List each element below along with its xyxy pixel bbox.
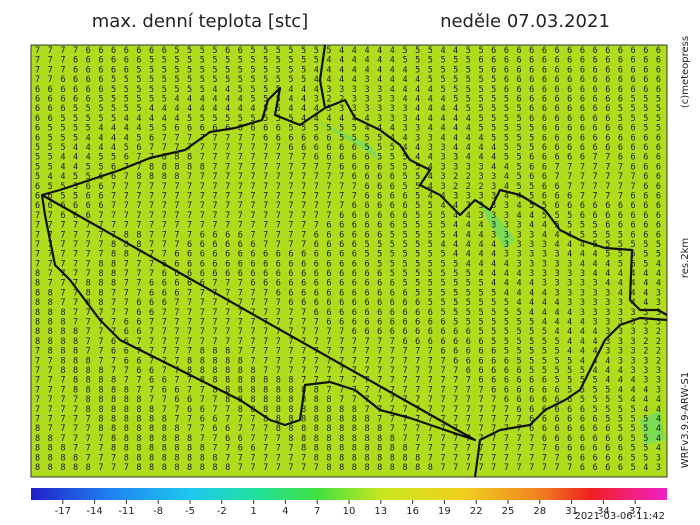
- grid-row: 7 7 7 7 7 7 8 8 7 7 7 6 6 6 6 6 6 6 6 6 …: [35, 250, 661, 260]
- grid-row: 7 7 8 8 8 7 7 6 6 7 7 7 8 8 8 8 8 7 7 7 …: [35, 356, 661, 366]
- colorbar-tick-label: 1: [250, 506, 256, 517]
- colorbar-tick-label: -14: [86, 506, 102, 517]
- grid-row: 7 8 8 8 7 7 6 6 7 7 7 7 7 8 8 8 7 7 7 7 …: [35, 347, 661, 357]
- model-name: WRFv3.9.9-ARW-S1: [680, 372, 691, 469]
- grid-row: 8 8 7 7 8 8 7 7 6 6 6 7 7 7 7 7 7 7 7 7 …: [35, 298, 661, 308]
- grid-row: 8 8 8 7 7 7 7 7 6 6 7 7 7 7 7 7 7 7 7 7 …: [35, 308, 661, 318]
- grid-row: 8 8 7 7 7 7 8 8 8 8 8 8 8 7 7 6 6 7 7 7 …: [35, 434, 661, 444]
- colorbar-tick-label: 25: [502, 506, 515, 517]
- colorbar-tick-label: 16: [406, 506, 419, 517]
- colorbar-tick-label: 4: [282, 506, 288, 517]
- grid-row: 8 7 7 7 7 8 8 8 8 8 8 8 7 7 6 6 7 7 7 8 …: [35, 424, 661, 434]
- map-title: max. denní teplota [stc]: [92, 11, 308, 32]
- grid-row: 7 7 8 8 8 8 7 7 6 6 7 7 8 8 8 8 8 8 7 7 …: [35, 366, 661, 376]
- grid-row: 7 7 7 7 7 7 7 8 8 7 7 7 7 6 6 6 6 7 7 7 …: [35, 230, 661, 240]
- colorbar-tick-label: 13: [374, 506, 387, 517]
- grid-row: 7 7 6 6 6 6 5 5 5 5 5 5 5 5 5 5 5 5 5 5 …: [35, 75, 661, 85]
- colorbar-tick-label: -11: [118, 506, 134, 517]
- colorbar-tick-label: 7: [314, 506, 320, 517]
- grid-row: 7 7 7 7 7 7 7 7 7 7 7 7 7 7 7 7 7 7 7 7 …: [35, 221, 661, 231]
- timestamp: 2021-03-06-11:42: [574, 511, 665, 522]
- grid-row: 5 5 4 4 5 5 6 7 7 8 8 8 8 8 7 7 7 7 7 7 …: [35, 162, 661, 172]
- grid-row: 6 6 6 5 5 5 5 5 5 4 4 4 4 4 4 4 4 4 5 5 …: [35, 104, 661, 114]
- grid-row: 8 8 8 8 7 7 7 8 8 8 8 8 8 8 8 7 7 7 7 7 …: [35, 453, 661, 463]
- grid-row: 6 5 5 5 6 6 7 7 7 7 7 7 7 7 7 7 7 7 7 7 …: [35, 182, 661, 192]
- grid-row: 8 8 8 8 7 7 7 6 6 7 7 7 7 7 7 7 7 7 7 7 …: [35, 327, 661, 337]
- grid-row: 8 8 8 8 8 7 7 7 8 8 8 8 8 8 8 8 7 7 7 7 …: [35, 463, 661, 473]
- grid-row: 7 7 7 7 6 6 6 6 6 6 6 5 5 5 5 6 6 5 5 5 …: [35, 46, 661, 56]
- grid-row: 8 8 8 8 7 7 6 6 7 7 7 7 7 7 7 7 7 7 7 7 …: [35, 337, 661, 347]
- grid-row: 5 5 5 4 4 4 4 5 6 7 7 7 7 7 7 7 7 7 7 7 …: [35, 143, 661, 153]
- colorbar: [31, 488, 667, 500]
- colorbar-tick-label: 22: [470, 506, 483, 517]
- value-grid: 7 7 7 7 6 6 6 6 6 6 6 5 5 5 5 6 6 5 5 5 …: [35, 46, 661, 473]
- grid-row: 8 7 7 7 7 8 8 7 7 7 6 6 6 6 6 6 6 6 6 6 …: [35, 269, 661, 279]
- grid-row: 7 7 7 7 8 8 8 8 8 7 7 6 6 7 7 8 8 8 8 8 …: [35, 395, 661, 405]
- colorbar-tick-label: -8: [153, 506, 163, 517]
- grid-row: 7 7 7 7 7 7 8 8 8 7 7 7 6 6 6 6 6 6 7 7 …: [35, 240, 661, 250]
- grid-row: 7 7 7 6 6 6 6 6 5 5 5 5 5 5 5 5 5 5 5 5 …: [35, 65, 661, 75]
- colorbar-tick-label: 37: [629, 506, 642, 517]
- colorbar-ticks: -17 -14 -11 -8 -5 -2 1 4 7 10 13 16 19 22 25 28 31 34 37: [55, 500, 642, 517]
- grid-row: 8 7 7 7 8 8 8 7 7 6 6 6 6 6 7 7 7 6 6 6 …: [35, 279, 661, 289]
- colorbar-tick-label: 28: [533, 506, 546, 517]
- grid-row: 6 6 6 6 6 5 5 5 5 5 5 4 4 4 4 4 4 5 5 5 …: [35, 94, 661, 104]
- map-date: neděle 07.03.2021: [440, 11, 610, 32]
- grid-row: 6 6 5 5 6 6 7 7 7 7 7 7 7 7 7 7 7 7 7 7 …: [35, 191, 661, 201]
- grid-row: 8 8 8 7 7 7 7 6 6 7 7 7 7 7 7 7 7 7 7 7 …: [35, 318, 661, 328]
- grid-row: 6 6 6 6 6 6 5 5 5 5 5 5 5 5 4 4 5 5 5 5 …: [35, 85, 661, 95]
- colorbar-tick-label: 34: [597, 506, 610, 517]
- resolution: res.2km: [680, 238, 691, 278]
- grid-row: 6 6 6 6 6 6 7 7 7 7 7 7 7 7 7 7 7 7 7 7 …: [35, 201, 661, 211]
- grid-row: 6 6 5 5 5 5 5 4 4 4 4 4 5 5 5 5 5 5 5 5 …: [35, 114, 661, 124]
- grid-row: 7 7 7 7 8 8 8 8 8 8 7 7 6 6 7 7 8 8 8 8 …: [35, 405, 661, 415]
- grid-row: 8 8 7 7 8 8 7 7 7 6 6 6 7 7 7 7 7 7 7 6 …: [35, 288, 661, 298]
- grid-row: 5 5 4 4 4 5 5 6 7 7 8 8 8 7 7 7 7 7 7 7 …: [35, 153, 661, 163]
- country-border: [40, 44, 668, 478]
- grid-row: 7 7 7 7 7 8 8 8 8 8 8 7 7 6 6 7 7 7 8 8 …: [35, 415, 661, 425]
- colorbar-tick-label: 19: [438, 506, 451, 517]
- colorbar-tick-label: 31: [565, 506, 578, 517]
- map-area: [30, 44, 668, 478]
- grid-row: 7 7 7 6 6 6 6 6 6 5 5 5 5 5 5 5 5 5 5 5 …: [35, 56, 661, 66]
- grid-row: 7 7 7 8 8 8 8 7 7 6 6 7 7 8 8 8 8 8 8 8 …: [35, 376, 661, 386]
- copyright: (c)meteopress: [680, 36, 691, 108]
- grid-row: 8 8 8 7 7 7 8 8 8 8 8 8 8 8 7 7 6 6 7 7 …: [35, 444, 661, 454]
- grid-row: 6 5 5 5 5 4 4 4 4 5 5 6 6 6 6 6 6 6 6 6 …: [35, 124, 661, 134]
- colorbar-tick-label: -17: [55, 506, 71, 517]
- colorbar-tick-label: -5: [185, 506, 195, 517]
- grid-row: 7 7 6 6 6 7 7 7 7 7 7 7 7 7 7 7 7 7 7 7 …: [35, 211, 661, 221]
- grid-row: 7 7 7 8 8 8 8 8 7 7 6 6 7 7 8 8 8 8 8 8 …: [35, 385, 661, 395]
- colorbar-tick-label: -2: [217, 506, 227, 517]
- colorbar-tick-label: 10: [343, 506, 356, 517]
- grid-row: 7 7 7 7 7 8 8 7 7 7 6 6 6 6 6 6 6 6 6 6 …: [35, 259, 661, 269]
- grid-row: 6 5 5 5 4 4 4 4 5 6 7 7 7 7 7 7 7 7 6 6 …: [35, 133, 661, 143]
- grid-row: 5 4 4 5 5 6 6 7 8 8 8 8 7 7 7 7 7 7 7 7 …: [35, 172, 661, 182]
